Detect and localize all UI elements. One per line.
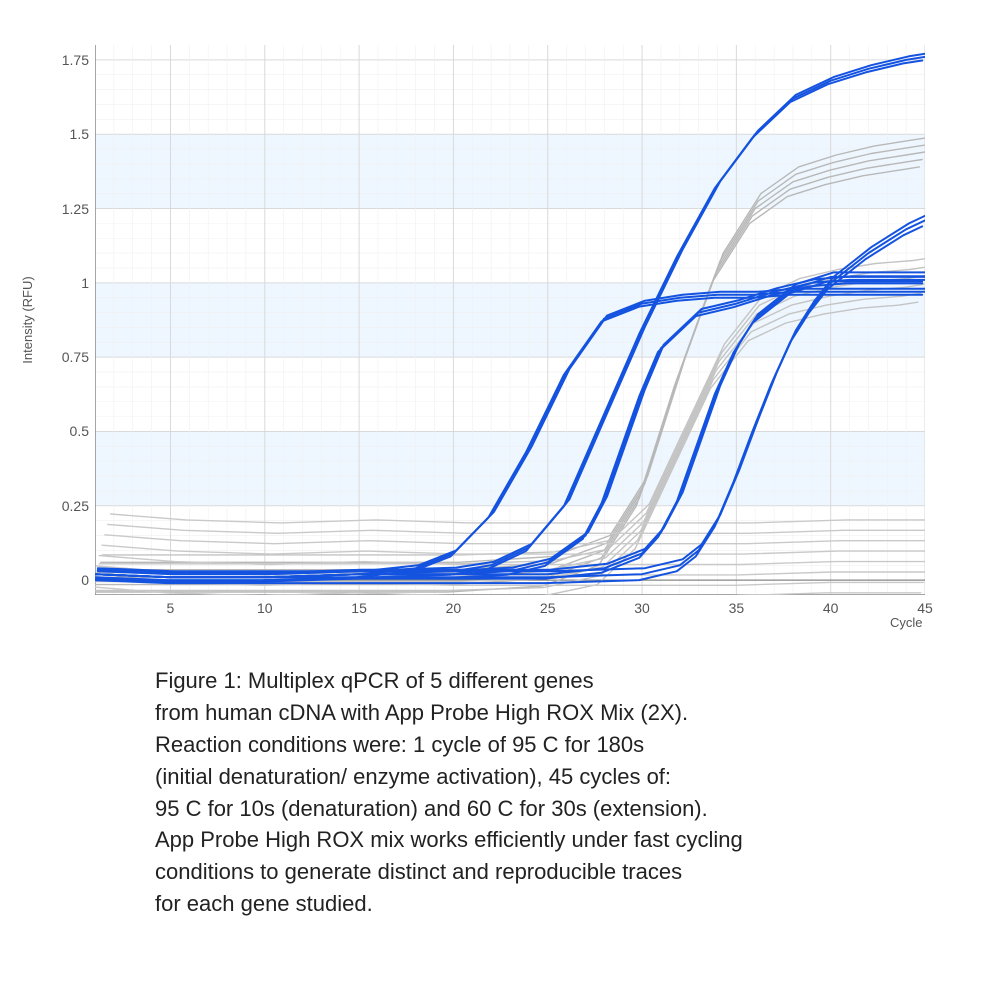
x-axis-label: Cycle (890, 615, 923, 630)
x-tick-label: 5 (155, 600, 185, 616)
y-tick-label: 0.5 (49, 423, 89, 439)
caption-line: conditions to generate distinct and repr… (155, 856, 875, 888)
x-tick-label: 10 (250, 600, 280, 616)
y-axis-label: Intensity (RFU) (20, 276, 35, 363)
y-tick-label: 0 (49, 572, 89, 588)
y-tick-label: 0.25 (49, 498, 89, 514)
x-tick-label: 40 (816, 600, 846, 616)
caption-line: Figure 1: Multiplex qPCR of 5 different … (155, 665, 875, 697)
y-tick-label: 1 (49, 275, 89, 291)
figure-caption: Figure 1: Multiplex qPCR of 5 different … (155, 665, 875, 920)
caption-line: (initial denaturation/ enzyme activation… (155, 761, 875, 793)
y-tick-label: 0.75 (49, 349, 89, 365)
x-tick-label: 15 (344, 600, 374, 616)
y-tick-label: 1.75 (49, 52, 89, 68)
x-tick-label: 20 (438, 600, 468, 616)
x-tick-label: 35 (721, 600, 751, 616)
caption-line: 95 C for 10s (denaturation) and 60 C for… (155, 793, 875, 825)
caption-line: Reaction conditions were: 1 cycle of 95 … (155, 729, 875, 761)
caption-line: from human cDNA with App Probe High ROX … (155, 697, 875, 729)
caption-line: App Probe High ROX mix works efficiently… (155, 824, 875, 856)
x-tick-label: 25 (533, 600, 563, 616)
y-tick-label: 1.25 (49, 201, 89, 217)
y-tick-label: 1.5 (49, 126, 89, 142)
x-tick-label: 45 (910, 600, 940, 616)
amplification-chart (95, 45, 925, 595)
x-tick-label: 30 (627, 600, 657, 616)
caption-line: for each gene studied. (155, 888, 875, 920)
